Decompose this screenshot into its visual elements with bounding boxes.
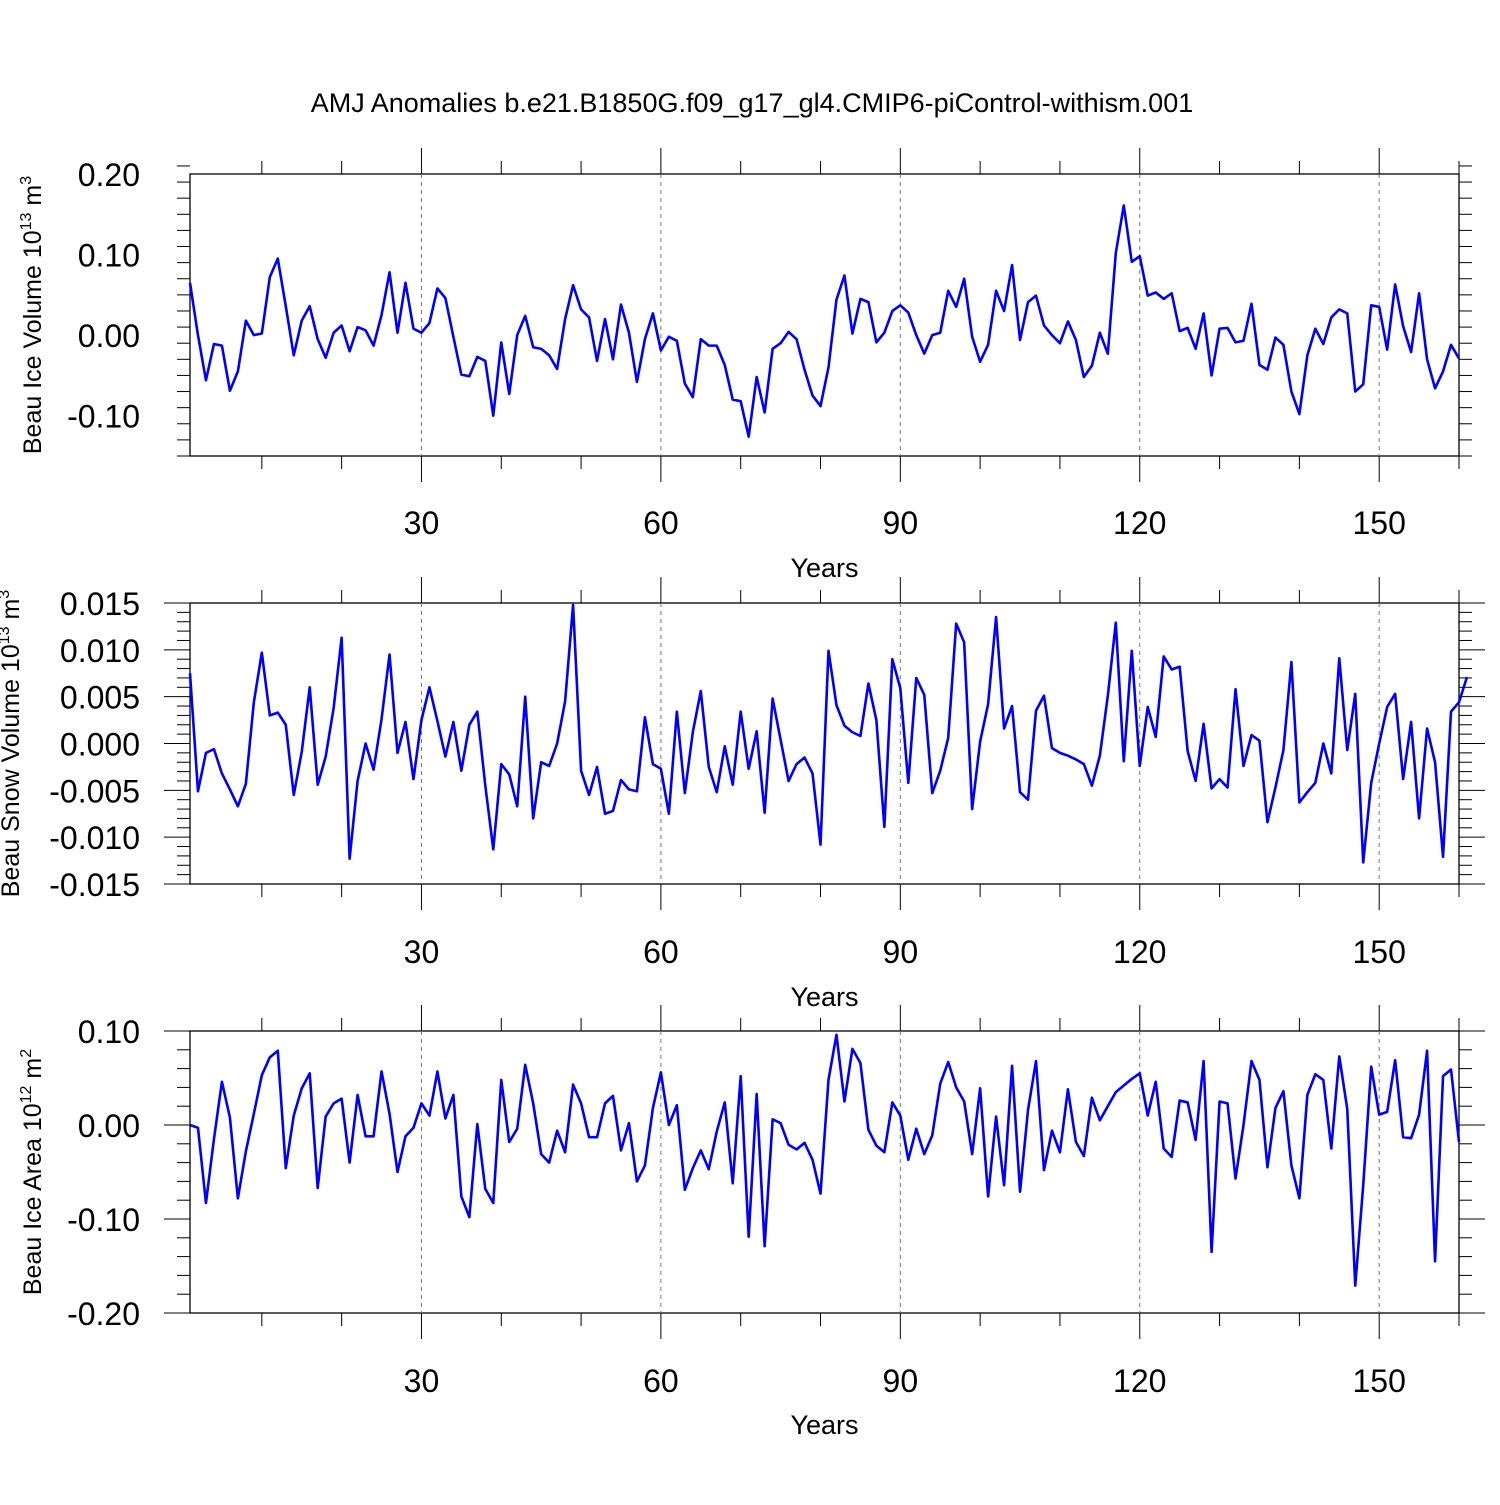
x-tick-label: 60 [643, 1363, 679, 1399]
panels: 0.20 0.10 0.00 -0.10 30 60 90 120 150 Years Beau I… [0, 148, 1485, 1440]
y-tick-label: 0.10 [78, 1014, 140, 1050]
chart-title: AMJ Anomalies b.e21.B1850G.f09_g17_gl4.C… [311, 88, 1193, 118]
plot-frame [189, 1030, 1460, 1314]
y-tick-label: 0.015 [60, 586, 140, 622]
x-tick-label: 60 [643, 934, 679, 970]
data-series-line [188, 204, 1461, 438]
y-tick-label: 0.00 [78, 1108, 140, 1144]
x-axis-label: Years [790, 553, 858, 583]
x-tick-label: 30 [404, 505, 440, 541]
data-series-line [188, 603, 1469, 864]
x-tick-label: 120 [1113, 1363, 1166, 1399]
data-series-line [189, 1033, 1461, 1288]
x-tick-label: 120 [1113, 934, 1166, 970]
x-tick-label: 90 [883, 1363, 919, 1399]
y-tick-label: -0.005 [49, 773, 140, 809]
y-tick-label: -0.010 [49, 820, 140, 856]
y-tick-label: -0.20 [67, 1296, 140, 1332]
x-tick-label: 150 [1352, 1363, 1405, 1399]
y-tick-label: -0.10 [67, 399, 140, 435]
x-tick-label: 150 [1352, 934, 1405, 970]
y-tick-label: -0.015 [49, 867, 140, 903]
x-axis-label: Years [790, 1410, 858, 1440]
y-tick-label: 0.20 [78, 157, 140, 193]
x-tick-label: 150 [1352, 505, 1405, 541]
y-tick-label: 0.000 [60, 727, 140, 763]
x-tick-label: 60 [643, 505, 679, 541]
y-tick-label: -0.10 [67, 1202, 140, 1238]
y-tick-label: 0.010 [60, 633, 140, 669]
y-tick-label: 0.005 [60, 680, 140, 716]
y-axis-label: Beau Ice Volume 1013 m3 [18, 176, 47, 454]
y-tick-label: 0.10 [78, 238, 140, 274]
x-tick-label: 90 [883, 505, 919, 541]
plot-frame [189, 173, 1460, 457]
chart-panel-2: 0.015 0.010 0.005 0.000 -0.005 -0.010 -0.015 30… [0, 577, 1485, 1012]
x-tick-label: 30 [404, 934, 440, 970]
x-tick-label: 90 [883, 934, 919, 970]
chart-panel-3: 0.10 0.00 -0.10 -0.20 30 60 90 120 150 Years Beau … [18, 1005, 1485, 1440]
x-axis-label: Years [790, 982, 858, 1012]
chart-panel-1: 0.20 0.10 0.00 -0.10 30 60 90 120 150 Years Beau I… [18, 148, 1472, 583]
y-axis-label: Beau Ice Area 1012 m2 [18, 1049, 47, 1295]
x-tick-label: 120 [1113, 505, 1166, 541]
y-tick-label: 0.00 [78, 318, 140, 354]
x-tick-label: 30 [404, 1363, 440, 1399]
y-axis-label: Beau Snow Volume 1013 m3 [0, 590, 25, 898]
